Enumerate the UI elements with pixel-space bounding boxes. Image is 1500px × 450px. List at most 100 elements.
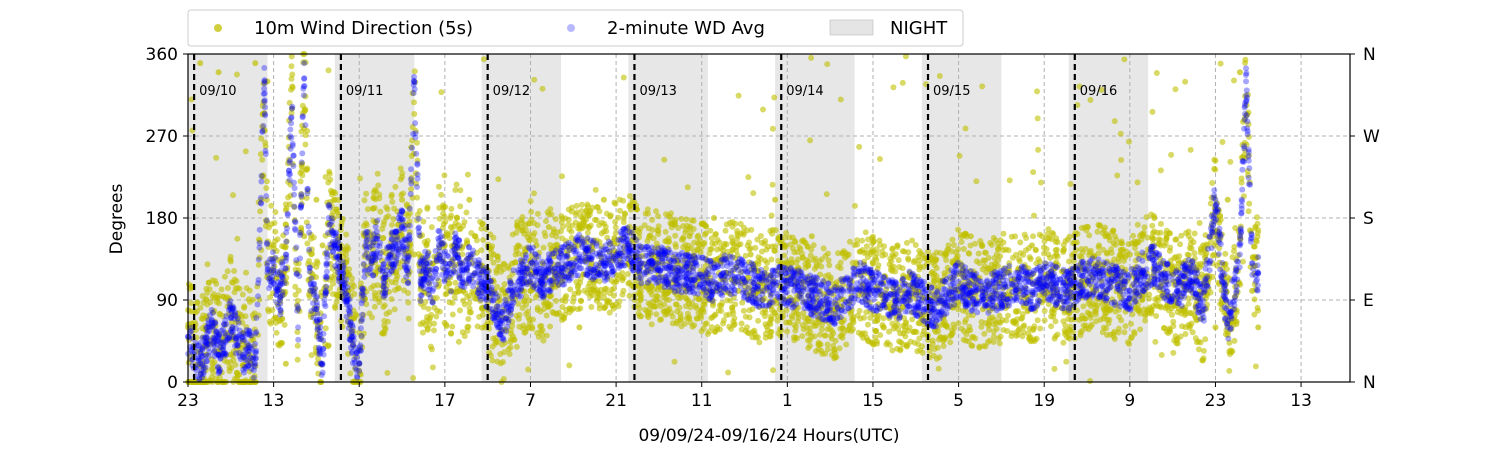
point-wind-direction bbox=[1086, 232, 1093, 239]
point-wind-direction bbox=[578, 208, 585, 215]
point-wind-direction bbox=[703, 320, 710, 327]
point-wind-direction bbox=[268, 202, 275, 209]
point-wind-direction bbox=[1254, 230, 1261, 237]
point-wind-direction bbox=[288, 105, 295, 112]
point-wind-direction bbox=[476, 313, 483, 320]
point-wind-direction bbox=[1226, 367, 1233, 374]
point-wind-direction bbox=[360, 222, 367, 229]
point-wind-direction bbox=[835, 250, 842, 257]
point-wind-direction bbox=[1137, 326, 1144, 333]
point-wind-direction bbox=[224, 268, 231, 275]
point-wind-direction bbox=[566, 226, 573, 233]
point-wind-direction bbox=[379, 225, 386, 232]
point-wind-direction bbox=[1168, 151, 1175, 158]
point-wind-direction bbox=[653, 311, 660, 318]
point-wind-direction bbox=[391, 287, 398, 294]
point-wind-direction bbox=[747, 245, 754, 252]
point-wind-direction bbox=[820, 245, 827, 252]
point-wind-direction bbox=[381, 218, 388, 225]
point-wind-direction bbox=[1092, 301, 1099, 308]
point-wind-direction bbox=[494, 253, 501, 260]
point-wind-direction bbox=[1219, 138, 1226, 145]
point-wind-direction bbox=[371, 186, 378, 193]
point-wind-direction bbox=[990, 339, 997, 346]
point-wind-direction bbox=[746, 330, 753, 337]
point-wind-direction bbox=[1030, 212, 1037, 219]
point-wd-avg bbox=[298, 159, 305, 166]
point-wind-direction bbox=[687, 304, 694, 311]
point-wind-direction bbox=[804, 243, 811, 250]
point-wind-direction bbox=[644, 206, 651, 213]
point-wind-direction bbox=[903, 319, 910, 326]
point-wind-direction bbox=[1222, 317, 1229, 324]
point-wind-direction bbox=[538, 322, 545, 329]
point-wind-direction bbox=[348, 275, 355, 282]
point-wind-direction bbox=[436, 215, 443, 222]
point-wind-direction bbox=[1095, 244, 1102, 251]
point-wind-direction bbox=[1017, 239, 1024, 246]
point-wind-direction bbox=[527, 198, 534, 205]
point-wind-direction bbox=[758, 248, 765, 255]
point-wind-direction bbox=[935, 286, 942, 293]
point-wind-direction bbox=[1084, 309, 1091, 316]
point-wind-direction bbox=[1000, 230, 1007, 237]
point-wind-direction bbox=[588, 268, 595, 275]
point-wind-direction bbox=[620, 74, 627, 81]
point-wind-direction bbox=[691, 239, 698, 246]
point-wind-direction bbox=[857, 248, 864, 255]
point-wind-direction bbox=[886, 315, 893, 322]
point-wind-direction bbox=[347, 370, 354, 377]
point-wind-direction bbox=[526, 316, 533, 323]
point-wind-direction bbox=[1189, 329, 1196, 336]
point-wind-direction bbox=[289, 83, 296, 90]
point-wind-direction bbox=[1187, 287, 1194, 294]
point-wind-direction bbox=[990, 328, 997, 335]
point-wind-direction bbox=[899, 79, 906, 86]
point-wind-direction bbox=[748, 226, 755, 233]
point-wind-direction bbox=[828, 327, 835, 334]
point-wind-direction bbox=[666, 238, 673, 245]
point-wind-direction bbox=[388, 296, 395, 303]
point-wind-direction bbox=[433, 313, 440, 320]
point-wind-direction bbox=[317, 310, 324, 317]
point-wind-direction bbox=[1177, 241, 1184, 248]
point-wind-direction bbox=[559, 173, 566, 180]
point-wind-direction bbox=[1080, 303, 1087, 310]
point-wind-direction bbox=[993, 320, 1000, 327]
point-wind-direction bbox=[563, 292, 570, 299]
point-wind-direction bbox=[984, 339, 991, 346]
point-wind-direction bbox=[1224, 196, 1231, 203]
point-wind-direction bbox=[888, 258, 895, 265]
point-wind-direction bbox=[431, 320, 438, 327]
point-wind-direction bbox=[1152, 296, 1159, 303]
point-wind-direction bbox=[1118, 295, 1125, 302]
point-wind-direction bbox=[782, 243, 789, 250]
point-wind-direction bbox=[443, 229, 450, 236]
point-wind-direction bbox=[382, 289, 389, 296]
point-wind-direction bbox=[294, 356, 301, 363]
point-wind-direction bbox=[942, 335, 949, 342]
point-wind-direction bbox=[932, 320, 939, 327]
point-wind-direction bbox=[1146, 295, 1153, 302]
point-wind-direction bbox=[322, 325, 329, 332]
point-wind-direction bbox=[735, 241, 742, 248]
point-wind-direction bbox=[1251, 243, 1258, 250]
point-wind-direction bbox=[712, 231, 719, 238]
point-wind-direction bbox=[539, 260, 546, 267]
point-wind-direction bbox=[846, 322, 853, 329]
point-wind-direction bbox=[539, 85, 546, 92]
point-wind-direction bbox=[895, 257, 902, 264]
point-wind-direction bbox=[250, 296, 257, 303]
point-wind-direction bbox=[449, 323, 456, 330]
point-wind-direction bbox=[578, 234, 585, 241]
point-wind-direction bbox=[804, 257, 811, 264]
point-wind-direction bbox=[746, 239, 753, 246]
point-wind-direction bbox=[1117, 251, 1124, 258]
point-wind-direction bbox=[589, 204, 596, 211]
point-wind-direction bbox=[772, 196, 779, 203]
point-wind-direction bbox=[746, 314, 753, 321]
point-wind-direction bbox=[819, 350, 826, 357]
point-wind-direction bbox=[653, 292, 660, 299]
point-wind-direction bbox=[980, 306, 987, 313]
point-wind-direction bbox=[945, 246, 952, 253]
